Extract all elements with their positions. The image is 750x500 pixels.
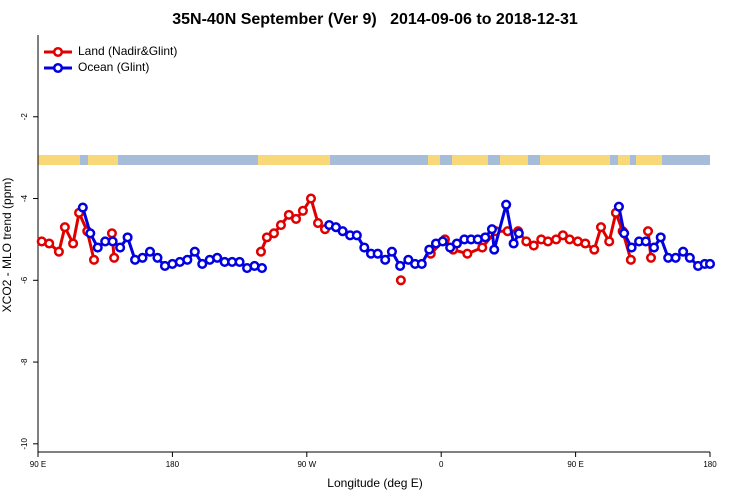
point [234, 256, 245, 267]
point [107, 236, 118, 247]
point [477, 242, 488, 253]
point [489, 244, 500, 255]
point [255, 246, 267, 257]
point [380, 254, 391, 265]
x-tick-label: 90 W [297, 460, 316, 469]
point [619, 228, 630, 239]
point [152, 252, 163, 263]
y-tick-label: -8 [20, 358, 29, 366]
y-axis-label: XCO2 - MLO trend (ppm) [0, 178, 14, 313]
point [528, 240, 539, 251]
point [642, 226, 654, 237]
point [144, 246, 156, 257]
point [305, 193, 317, 204]
land-mask-strip [38, 155, 710, 165]
point [372, 248, 383, 259]
point [312, 218, 324, 229]
point [451, 238, 462, 249]
point [212, 252, 223, 263]
point [648, 242, 660, 253]
point [137, 252, 148, 263]
point [256, 262, 268, 274]
point [513, 228, 524, 239]
y-tick-label: -10 [20, 437, 29, 449]
legend-marker [52, 62, 64, 74]
point [337, 226, 348, 237]
point [182, 254, 193, 265]
point [122, 232, 133, 243]
point [424, 244, 435, 255]
point [704, 258, 716, 269]
point [416, 258, 427, 269]
point [109, 252, 120, 263]
point [604, 236, 615, 247]
x-tick-label: 180 [703, 460, 717, 469]
point [106, 228, 117, 239]
point [655, 232, 666, 243]
point [501, 199, 512, 210]
point [508, 238, 519, 249]
point [437, 236, 448, 247]
point [625, 254, 636, 265]
point [521, 236, 532, 247]
y-tick-label: -4 [20, 194, 29, 202]
point [645, 252, 657, 263]
point [351, 230, 362, 241]
point [395, 260, 406, 272]
point [59, 222, 70, 233]
point [275, 220, 287, 231]
point [480, 232, 491, 243]
point [359, 242, 370, 253]
x-tick-label: 180 [166, 460, 180, 469]
chart-title: 35N-40N September (Ver 9) 2014-09-06 to … [172, 11, 578, 28]
point [92, 242, 103, 253]
point [68, 238, 79, 249]
point [589, 244, 600, 255]
point [486, 224, 498, 235]
point [85, 228, 96, 239]
point [595, 222, 607, 233]
legend-label: Ocean (Glint) [78, 60, 149, 74]
point [626, 242, 637, 253]
point [542, 236, 554, 247]
legend-label: Land (Nadir&Glint) [78, 44, 177, 58]
point [462, 248, 473, 259]
point [678, 246, 689, 257]
point [197, 258, 208, 269]
x-tick-label: 90 E [567, 460, 583, 469]
point [268, 228, 279, 239]
point [261, 232, 272, 243]
point [684, 252, 695, 263]
point [297, 205, 308, 216]
point [115, 242, 126, 253]
point [580, 238, 591, 249]
point [283, 209, 294, 220]
point [88, 254, 100, 265]
y-tick-label: -2 [20, 113, 29, 121]
point [395, 275, 406, 286]
point [564, 234, 575, 245]
point [77, 202, 88, 213]
point [44, 238, 55, 249]
x-axis-label: Longitude (deg E) [327, 476, 422, 490]
point [189, 246, 200, 257]
y-tick-label: -6 [20, 276, 29, 284]
point [613, 201, 624, 212]
legend-marker [52, 46, 64, 58]
x-tick-label: 0 [439, 460, 444, 469]
point [640, 236, 651, 247]
point [290, 213, 302, 225]
point [53, 246, 64, 257]
x-tick-label: 90 E [30, 460, 46, 469]
point [670, 252, 681, 263]
point [386, 246, 397, 257]
